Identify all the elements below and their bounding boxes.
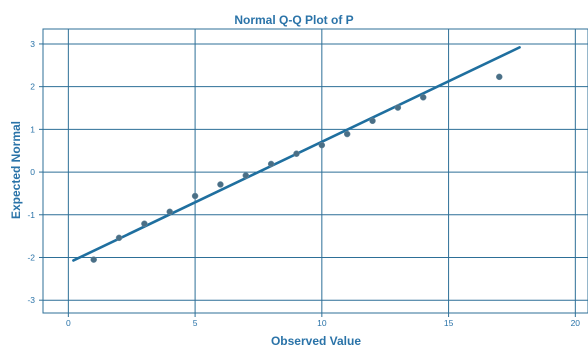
data-point	[217, 181, 224, 188]
data-point	[369, 117, 376, 125]
grid-lines	[39, 29, 588, 317]
plot-area-frame	[42, 28, 588, 314]
y-tick-label: -1	[27, 210, 35, 220]
data-point	[394, 104, 402, 111]
data-point	[242, 172, 250, 179]
data-point	[318, 141, 326, 149]
x-axis-label: Observed Value	[271, 334, 361, 347]
chart-title: Normal Q-Q Plot of P	[234, 13, 353, 27]
data-point	[343, 130, 351, 138]
data-point	[115, 234, 123, 242]
x-tick-label: 10	[317, 318, 327, 328]
data-point	[141, 220, 148, 227]
data-point	[191, 192, 199, 200]
y-tick-label: 3	[30, 39, 35, 49]
data-point	[496, 73, 503, 81]
y-tick-label: 1	[30, 124, 35, 134]
tick-labels: 0 5 10 15 20 -3 -2 -1 0 1 2 3	[27, 39, 580, 328]
y-axis-label: Expected Normal	[9, 121, 23, 219]
x-tick-label: 15	[444, 318, 454, 328]
data-point	[293, 150, 300, 157]
data-point	[90, 256, 97, 263]
data-point	[267, 160, 275, 168]
y-tick-label: -2	[27, 252, 35, 262]
y-tick-label: 2	[30, 82, 35, 92]
data-point	[419, 94, 427, 101]
y-tick-label: -3	[27, 295, 35, 305]
y-tick-label: 0	[30, 167, 35, 177]
data-point	[166, 208, 173, 216]
x-tick-label: 5	[193, 318, 198, 328]
x-tick-label: 20	[571, 318, 581, 328]
x-tick-label: 0	[66, 318, 71, 328]
data-points	[90, 73, 503, 263]
